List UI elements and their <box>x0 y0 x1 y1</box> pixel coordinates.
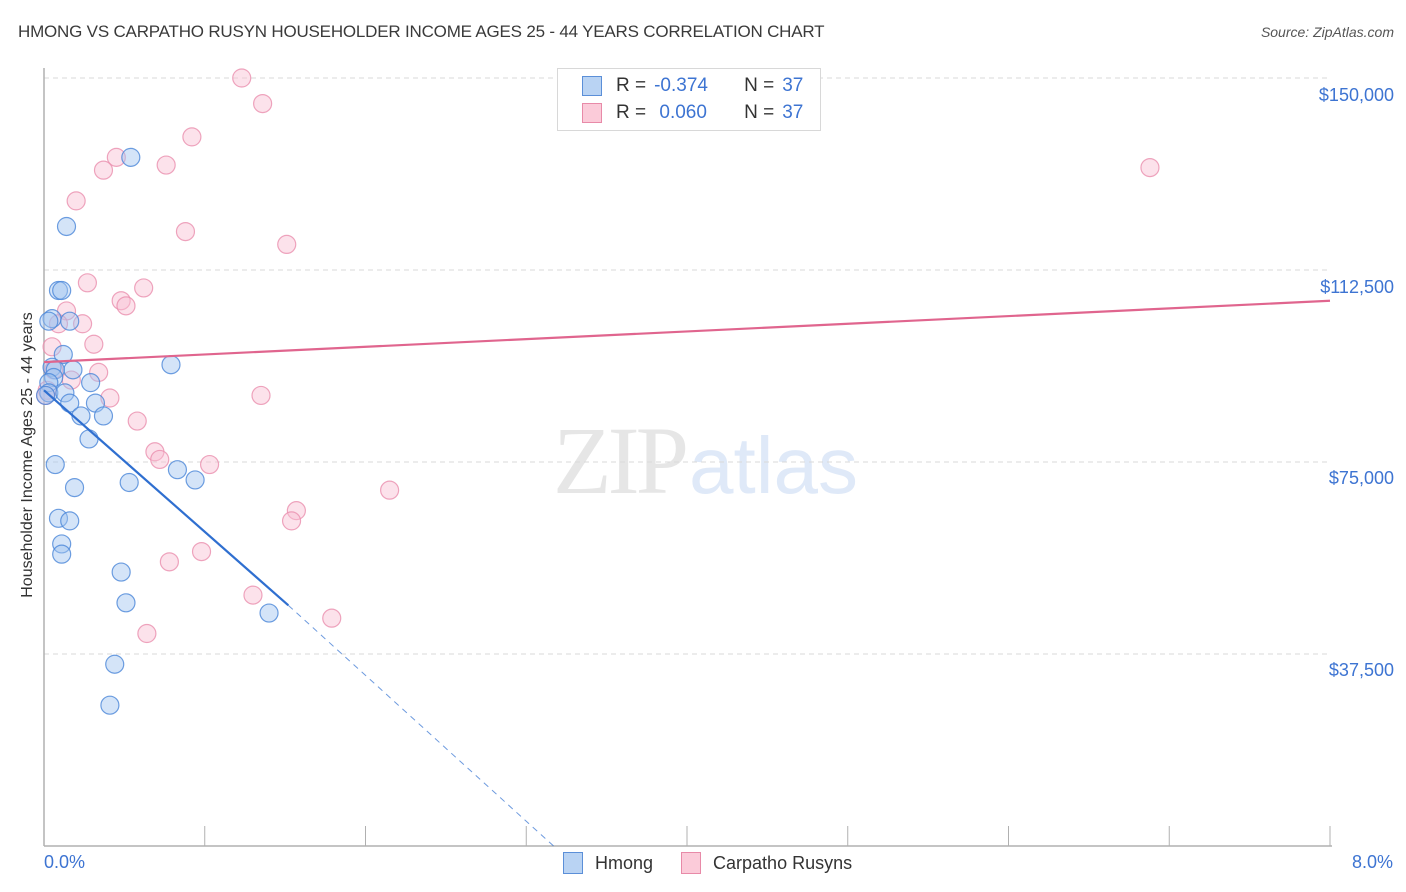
hmong-swatch-icon <box>582 76 602 96</box>
rusyn-point <box>232 68 252 88</box>
rusyn-swatch-icon <box>582 103 602 123</box>
rusyn-point <box>100 388 120 408</box>
hmong-point <box>119 472 139 493</box>
x-tick-max: 8.0% <box>1351 852 1393 872</box>
hmong-point <box>116 593 136 613</box>
rusyn-point <box>251 385 271 406</box>
rusyn-point <box>322 608 342 628</box>
rusyn-point <box>89 362 109 382</box>
hmong-point <box>56 216 77 237</box>
hmong-legend-swatch-icon <box>563 852 583 874</box>
hmong-point <box>79 429 99 449</box>
hmong-point <box>111 562 131 582</box>
series-legend: Hmong Carpatho Rusyns <box>563 852 880 874</box>
legend-label-rusyn: Carpatho Rusyns <box>713 852 853 873</box>
rusyn-point <box>156 155 176 175</box>
rusyn-point <box>150 449 170 470</box>
r-label: R = <box>616 75 647 96</box>
hmong-point <box>64 478 85 498</box>
hmong-point <box>105 654 125 674</box>
y-tick-150000: $150,000 <box>1318 85 1394 105</box>
hmong-point <box>55 383 75 403</box>
x-tick-min: 0.0% <box>44 852 86 872</box>
rusyn-point <box>243 585 263 605</box>
n-label: N = <box>744 102 775 123</box>
rusyn-point <box>159 552 179 572</box>
rusyn-point <box>137 623 157 644</box>
hmong-point <box>60 311 80 331</box>
rusyn-point <box>42 337 62 357</box>
rusyn-point <box>66 191 86 211</box>
hmong-point <box>81 373 101 393</box>
rusyn-legend-swatch-icon <box>681 852 702 874</box>
rusyn-point <box>253 93 273 114</box>
rusyn-point <box>127 411 147 431</box>
hmong-point <box>53 344 73 365</box>
legend-item-hmong[interactable]: Hmong <box>563 852 653 874</box>
watermark: ZIPatlas <box>553 405 858 516</box>
watermark-atlas: atlas <box>689 421 858 510</box>
r-label: R = <box>616 102 647 123</box>
n-value-hmong: 37 <box>782 75 804 96</box>
source-label: Source: ZipAtlas.com <box>1260 24 1394 40</box>
hmong-point <box>121 147 141 167</box>
chart-title: HMONG VS CARPATHO RUSYN HOUSEHOLDER INCO… <box>18 22 825 41</box>
rusyn-point <box>77 273 98 293</box>
rusyn-point <box>84 334 104 354</box>
r-value-rusyn: 0.060 <box>654 102 707 123</box>
legend-row-rusyn: R = 0.060 N = 37 <box>582 101 803 125</box>
hmong-point <box>52 544 72 564</box>
hmong-point <box>185 470 205 490</box>
rusyn-point <box>175 222 196 242</box>
hmong-point <box>167 460 188 480</box>
rusyn-trendline <box>43 299 1331 364</box>
hmong-point <box>36 385 56 406</box>
r-value-hmong: -0.374 <box>654 75 708 96</box>
hmong-trendline-extension <box>288 604 554 847</box>
rusyn-point <box>199 454 220 475</box>
rusyn-point <box>277 234 297 254</box>
hmong-trendline <box>43 389 290 607</box>
y-tick-75000: $75,000 <box>1328 468 1394 488</box>
hmong-point <box>60 511 80 531</box>
hmong-point <box>39 373 59 393</box>
legend-item-rusyn[interactable]: Carpatho Rusyns <box>681 852 852 874</box>
y-tick-37500: $37,500 <box>1328 660 1394 680</box>
hmong-point <box>161 355 181 375</box>
hmong-point <box>39 311 59 331</box>
hmong-point <box>52 280 72 301</box>
hmong-point <box>259 603 279 623</box>
y-tick-112500: $112,500 <box>1320 277 1394 297</box>
n-value-rusyn: 37 <box>782 102 804 123</box>
legend-label-hmong: Hmong <box>595 852 654 873</box>
hmong-point <box>48 508 69 528</box>
hmong-point <box>52 534 72 554</box>
hmong-point <box>63 360 83 380</box>
rusyn-point <box>286 501 306 521</box>
correlation-legend: R = -0.374 N = 37 R = 0.060 N = 37 <box>557 68 821 131</box>
rusyn-point <box>116 296 136 316</box>
rusyn-point <box>1140 158 1160 178</box>
rusyn-point <box>191 541 212 562</box>
rusyn-point <box>380 480 400 500</box>
y-axis-label: Householder Income Ages 25 - 44 years <box>19 312 36 598</box>
rusyn-point <box>182 127 202 147</box>
rusyn-point <box>93 160 114 180</box>
n-label: N = <box>744 75 775 96</box>
rusyn-point <box>106 147 126 167</box>
legend-row-hmong: R = -0.374 N = 37 <box>582 74 803 98</box>
hmong-point <box>45 454 65 475</box>
rusyn-point <box>134 278 154 298</box>
hmong-point <box>100 695 120 715</box>
rusyn-point <box>281 511 302 531</box>
watermark-zip: ZIP <box>553 407 689 514</box>
hmong-point <box>93 406 114 426</box>
